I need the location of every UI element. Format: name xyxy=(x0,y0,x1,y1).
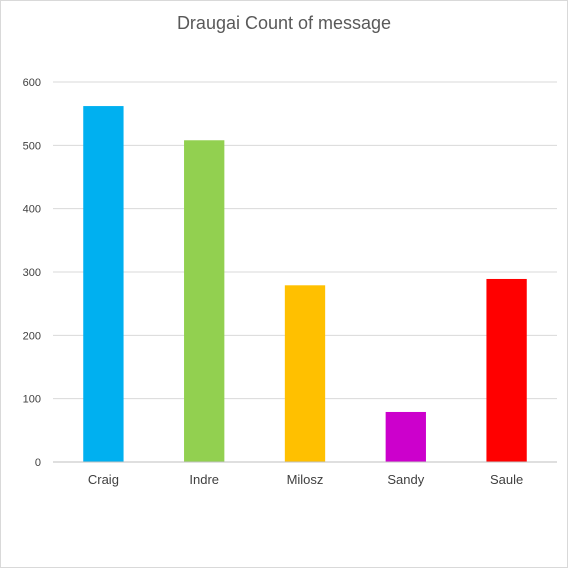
bar-saule xyxy=(486,278,527,462)
y-tick-label: 600 xyxy=(23,77,41,89)
x-axis-ticks: Craig Indre Milosz Sandy Saule xyxy=(88,472,523,487)
x-tick-label: Milosz xyxy=(287,472,324,487)
gridlines xyxy=(53,81,557,400)
bars xyxy=(83,106,527,463)
bar-craig xyxy=(83,106,124,463)
bar-indre xyxy=(184,140,225,462)
x-tick-label: Craig xyxy=(88,472,119,487)
y-tick-label: 200 xyxy=(23,330,41,342)
chart-title: Draugai Count of message xyxy=(177,13,391,33)
y-tick-label: 400 xyxy=(23,204,41,216)
x-tick-label: Indre xyxy=(189,472,219,487)
y-axis-ticks: 0 100 200 300 400 500 600 xyxy=(23,77,41,469)
y-tick-label: 300 xyxy=(23,267,41,279)
x-tick-label: Saule xyxy=(490,472,523,487)
y-tick-label: 100 xyxy=(23,394,41,406)
y-tick-label: 0 xyxy=(35,457,41,469)
y-tick-label: 500 xyxy=(23,140,41,152)
bar-sandy xyxy=(385,411,426,462)
x-tick-label: Sandy xyxy=(387,472,424,487)
bar-milosz xyxy=(284,285,326,462)
